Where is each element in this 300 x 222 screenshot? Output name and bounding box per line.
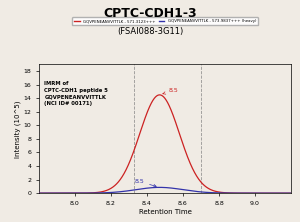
Y-axis label: Intensity (10^5): Intensity (10^5) xyxy=(14,100,21,158)
Text: CPTC-CDH1-3: CPTC-CDH1-3 xyxy=(103,7,197,20)
Text: (FSAI088-3G11): (FSAI088-3G11) xyxy=(117,27,183,36)
Legend: GQVPENEANVVITTLK - 571.3123+++, GQVPENEANVVITTLK - 573.9837+++ (heavy): GQVPENEANVVITTLK - 571.3123+++, GQVPENEA… xyxy=(72,17,258,25)
Text: 8.5: 8.5 xyxy=(134,179,156,187)
Text: 8.5: 8.5 xyxy=(163,88,178,94)
Text: IMRM of
CPTC-CDH1 peptide 5
GQVPENEANVVITTLK
(NCI ID# 00171): IMRM of CPTC-CDH1 peptide 5 GQVPENEANVVI… xyxy=(44,81,108,106)
X-axis label: Retention Time: Retention Time xyxy=(139,208,191,214)
